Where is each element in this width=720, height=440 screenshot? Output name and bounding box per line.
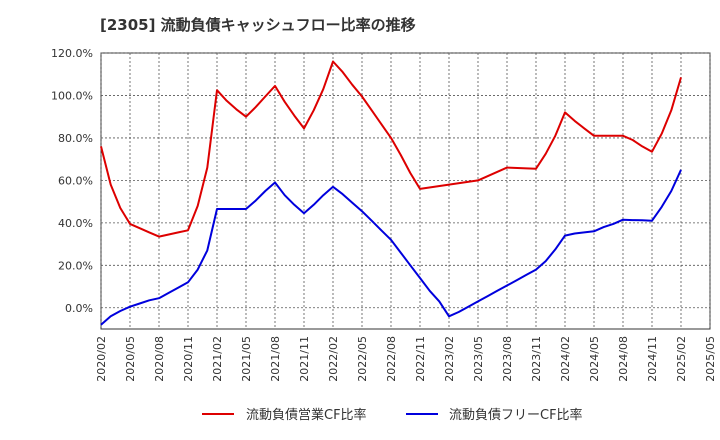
y-tick-label: 60.0% [58,174,93,187]
x-tick-label: 2024/11 [646,336,659,382]
x-tick-label: 2024/02 [559,336,572,382]
x-tick-label: 2023/11 [530,336,543,382]
series-line-2 [100,169,682,326]
grid-lines [100,52,711,329]
x-tick-label: 2022/11 [414,336,427,382]
x-tick-label: 2024/05 [588,336,601,382]
y-tick-label: 80.0% [58,132,93,145]
x-axis-ticks: 2020/02 2020/05 2020/08 2020/11 2021/02 2021/… [95,336,717,382]
legend-label-1: 流動負債営業CF比率 [246,407,367,423]
x-tick-label: 2023/05 [472,336,485,382]
x-tick-label: 2020/08 [153,336,166,382]
legend: 流動負債営業CF比率 流動負債フリーCF比率 [202,407,583,423]
x-tick-label: 2020/11 [182,336,195,382]
x-tick-label: 2023/08 [501,336,514,382]
x-tick-label: 2025/02 [675,336,688,382]
x-tick-label: 2022/05 [356,336,369,382]
x-tick-label: 2020/02 [95,336,108,382]
x-tick-label: 2020/05 [124,336,137,382]
series-line-1 [100,60,682,238]
x-tick-label: 2022/08 [385,336,398,382]
x-tick-label: 2021/08 [269,336,282,382]
y-tick-label: 20.0% [58,259,93,272]
legend-label-2: 流動負債フリーCF比率 [449,407,583,423]
y-tick-label: 40.0% [58,217,93,230]
x-tick-label: 2024/08 [617,336,630,382]
y-tick-label: 100.0% [51,89,93,102]
y-tick-label: 120.0% [51,47,93,60]
x-tick-label: 2023/02 [443,336,456,382]
plot-area [100,52,711,330]
series-lines [100,60,682,326]
x-tick-label: 2021/02 [211,336,224,382]
x-tick-label: 2022/02 [327,336,340,382]
x-tick-label: 2021/11 [298,336,311,382]
x-tick-label: 2025/05 [704,336,717,382]
y-axis-ticks: 0.0% 20.0% 40.0% 60.0% 80.0% 100.0% 120.0% [51,47,93,315]
x-tick-label: 2021/05 [240,336,253,382]
y-tick-label: 0.0% [65,302,93,315]
chart-title: [2305] 流動負債キャッシュフロー比率の推移 [100,16,416,34]
